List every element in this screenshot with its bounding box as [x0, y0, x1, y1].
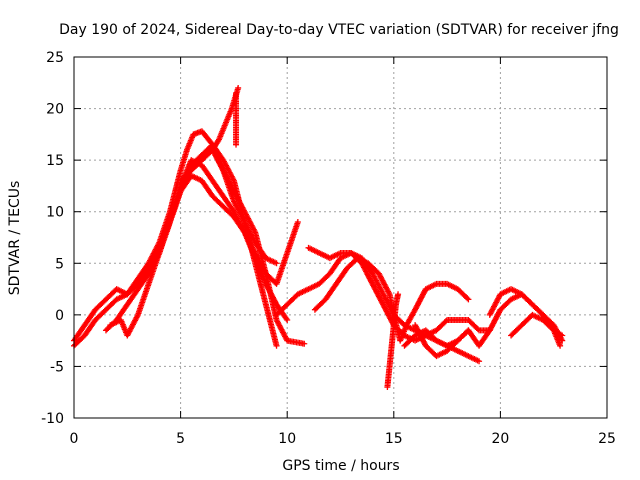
data-point	[486, 327, 493, 334]
data-point	[485, 328, 492, 335]
x-tick-label: 5	[176, 431, 185, 447]
data-point	[273, 260, 280, 267]
data-point	[294, 219, 301, 226]
data-point	[442, 318, 449, 325]
y-tick-label: -10	[41, 411, 64, 427]
data-point	[476, 358, 483, 365]
data-point	[395, 291, 402, 298]
x-tick-label: 20	[491, 431, 509, 447]
data-point	[301, 340, 308, 347]
data-point	[283, 315, 290, 322]
y-axis-label: SDTVAR / TECUs	[7, 181, 23, 296]
data-point	[559, 332, 566, 339]
x-tick-label: 25	[598, 431, 616, 447]
x-tick-label: 0	[70, 431, 79, 447]
x-tick-label: 15	[385, 431, 403, 447]
y-tick-label: 25	[46, 50, 64, 66]
y-tick-label: 5	[55, 256, 64, 272]
y-tick-label: -5	[50, 359, 64, 375]
x-axis-label: GPS time / hours	[282, 458, 399, 474]
grid-lines	[74, 57, 607, 418]
data-point	[235, 84, 242, 91]
data-point	[465, 296, 472, 303]
data-points	[71, 84, 566, 391]
chart-title: Day 190 of 2024, Sidereal Day-to-day VTE…	[59, 22, 619, 38]
y-tick-label: 10	[46, 205, 64, 221]
data-point	[284, 317, 291, 324]
plot-frame	[73, 56, 608, 419]
data-point	[233, 90, 240, 97]
axis-ticks: 0 5 10 15 20 25 -10 -5 0 5 10 15 20 25	[41, 50, 616, 447]
data-point	[273, 342, 280, 349]
x-tick-label: 10	[278, 431, 296, 447]
data-point	[474, 326, 481, 333]
y-tick-label: 20	[46, 102, 64, 118]
y-tick-label: 15	[46, 153, 64, 169]
y-tick-label: 0	[55, 308, 64, 324]
data-point	[557, 342, 564, 349]
data-point	[464, 295, 471, 302]
data-point	[559, 337, 566, 344]
